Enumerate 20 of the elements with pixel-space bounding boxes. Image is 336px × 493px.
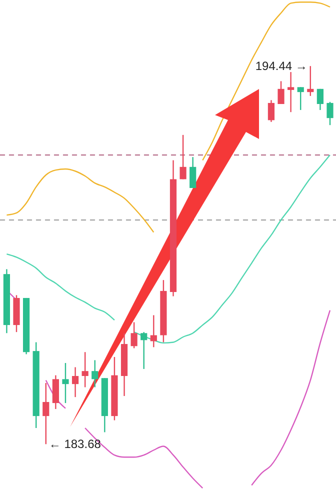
candlestick	[268, 100, 275, 123]
candlestick	[82, 351, 88, 388]
annotation: ← 183.68	[48, 437, 102, 452]
candlestick	[316, 88, 324, 111]
candlestick	[150, 314, 157, 348]
candlestick	[307, 65, 314, 97]
candlestick	[42, 382, 50, 445]
candlestick	[130, 322, 138, 349]
candlestick	[72, 366, 79, 398]
candlestick	[297, 86, 304, 111]
candlestick	[190, 156, 196, 189]
candlestick	[288, 71, 294, 113]
candlestick	[52, 374, 59, 410]
candlestick	[92, 360, 98, 388]
annotation: 194.44 →	[255, 59, 308, 74]
candlestick	[62, 362, 69, 404]
candlestick	[140, 331, 148, 370]
candlestick	[278, 80, 284, 105]
candlestick	[326, 101, 334, 126]
candlestick	[180, 134, 186, 180]
